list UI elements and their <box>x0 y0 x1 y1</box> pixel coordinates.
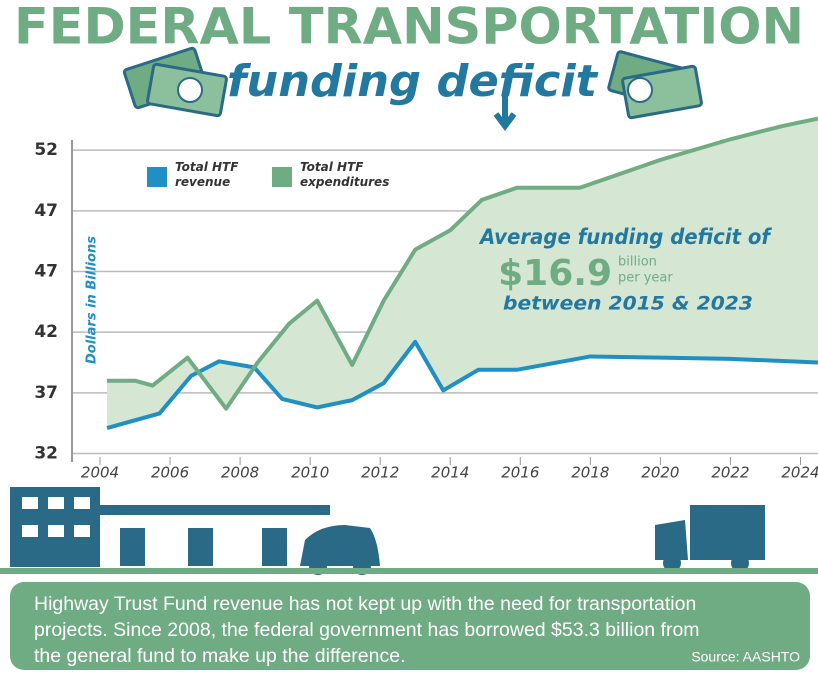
legend-label: Total HTF revenue <box>175 160 255 190</box>
annotation-amount: $16.9 <box>498 253 612 294</box>
annotation-text: Average funding deficit of <box>478 225 773 249</box>
y-tick-label: 47 <box>34 262 58 282</box>
legend-entry: Total HTF expenditures <box>300 160 400 200</box>
title: FEDERAL TRANSPORTATION <box>14 0 804 56</box>
footer-text: projects. Since 2008, the federal govern… <box>34 619 700 641</box>
x-tick-label: 2010 <box>291 464 329 482</box>
source: Source: AASHTO <box>691 649 800 665</box>
footer-text: the general fund to make up the differen… <box>34 645 405 667</box>
x-tick-label: 2008 <box>221 464 259 482</box>
x-tick-label: 2022 <box>711 464 749 482</box>
x-tick-label: 2014 <box>431 464 469 482</box>
annotation-text: between 2015 & 2023 <box>503 293 753 315</box>
illustration <box>10 487 765 575</box>
y-tick-label: 42 <box>34 322 58 342</box>
x-tick-label: 2016 <box>501 464 539 482</box>
money-icon-right <box>608 51 702 118</box>
infographic: FEDERAL TRANSPORTATION funding deficit D… <box>0 0 818 675</box>
subtitle: funding deficit <box>227 56 599 107</box>
annotation-unit: per year <box>618 271 673 286</box>
x-tick-label: 2004 <box>81 464 119 482</box>
y-axis-label: Dollars in Billions <box>85 236 100 364</box>
y-tick-label: 52 <box>34 140 58 160</box>
y-tick-label: 47 <box>34 201 58 221</box>
y-tick-label: 32 <box>34 444 58 464</box>
legend-entry: Total HTF revenue <box>175 160 255 200</box>
money-icon-left <box>124 48 227 117</box>
legend-swatch <box>272 167 292 187</box>
legend-label: Total HTF expenditures <box>300 160 400 190</box>
legend-swatch <box>147 167 167 187</box>
x-tick-label: 2006 <box>151 464 189 482</box>
x-tick-label: 2018 <box>571 464 609 482</box>
road <box>0 568 818 574</box>
footer-text: Highway Trust Fund revenue has not kept … <box>34 593 696 615</box>
x-tick-label: 2024 <box>781 464 818 482</box>
x-tick-label: 2012 <box>361 464 399 482</box>
y-tick-label: 37 <box>34 383 58 403</box>
annotation-unit: billion <box>618 255 657 270</box>
x-tick-label: 2020 <box>641 464 679 482</box>
